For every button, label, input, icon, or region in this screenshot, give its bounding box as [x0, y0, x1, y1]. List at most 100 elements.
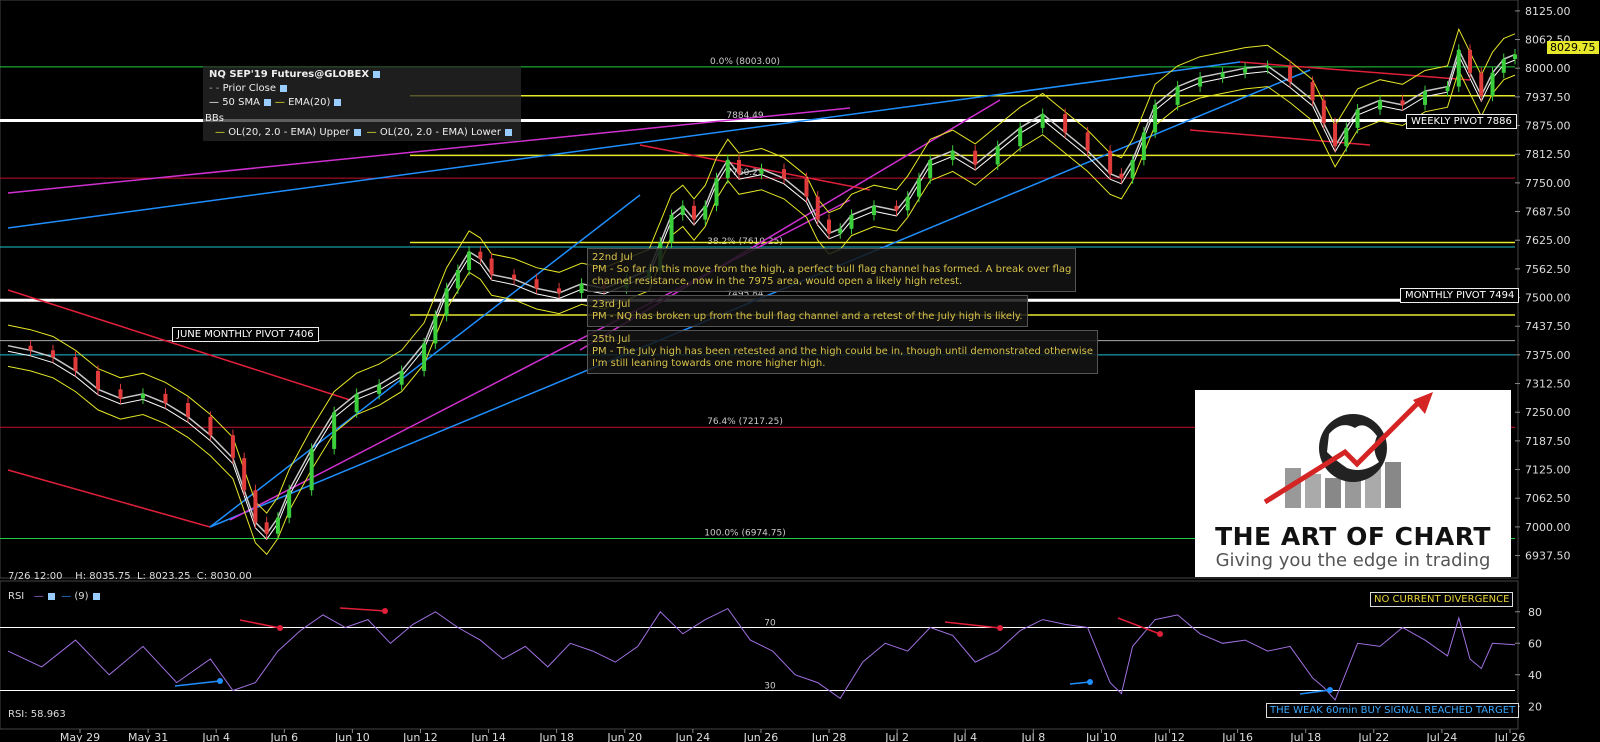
annotation-23-jul: 23rd Jul PM - NQ has broken up from the b…: [587, 295, 1028, 327]
trendline: [7, 61, 1241, 229]
y-tick-label: 7187.50: [1525, 435, 1571, 448]
check-icon[interactable]: [504, 128, 512, 136]
check-icon[interactable]: [279, 84, 287, 92]
candle-body: [894, 205, 899, 211]
candle-body: [73, 357, 78, 371]
candle-body: [928, 159, 933, 179]
candle-body: [826, 219, 831, 234]
candle-body: [50, 350, 55, 358]
candle-body: [1265, 65, 1270, 69]
legend-symbol: NQ SEP'19 Futures@GLOBEX: [209, 69, 381, 80]
x-tick-label: Jul 24: [1426, 731, 1458, 742]
y-tick-label: 7375.00: [1525, 349, 1571, 362]
trendline: [639, 144, 871, 191]
trendline: [7, 289, 351, 401]
candle-body: [1501, 59, 1506, 73]
check-icon[interactable]: [334, 98, 342, 106]
art-of-chart-logo: THE ART OF CHART Giving you the edge in …: [1195, 390, 1511, 577]
candle-body: [95, 370, 100, 390]
candle-body: [1310, 81, 1315, 101]
check-icon[interactable]: [263, 98, 271, 106]
rsi-tick-label: 40: [1528, 669, 1542, 682]
check-icon[interactable]: [353, 128, 361, 136]
candle-body: [399, 370, 404, 385]
candle-body: [950, 150, 955, 160]
divergence-arrow: [1299, 689, 1331, 695]
candle-body: [242, 458, 247, 491]
divergence-arrow: [239, 619, 281, 629]
candle-body: [1445, 86, 1450, 92]
candle-body: [1198, 77, 1203, 87]
rsi-tick-label: 80: [1528, 606, 1542, 619]
candle-body: [905, 196, 910, 211]
check-icon[interactable]: [47, 592, 55, 600]
y-tick-label: 7937.50: [1525, 91, 1571, 104]
last-price-badge: 8029.75: [1547, 41, 1599, 54]
candle-body: [1344, 127, 1349, 147]
arrow-head: [1327, 687, 1333, 693]
price-axis: 8125.008062.508000.007937.507875.007812.…: [1515, 5, 1571, 563]
candle-body: [703, 205, 708, 220]
price-line: [7, 47, 1516, 535]
candle-body: [1141, 132, 1146, 160]
candle-body: [1513, 54, 1517, 60]
candle-body: [512, 274, 517, 280]
y-tick-label: 7250.00: [1525, 406, 1571, 419]
candle-body: [1119, 173, 1124, 179]
candle-body: [1063, 114, 1068, 133]
divergence-arrow: [1069, 681, 1091, 685]
x-tick-label: Jun 24: [675, 731, 711, 742]
divergence-arrow: [944, 621, 1001, 629]
candle-body: [838, 228, 843, 234]
logo-title: THE ART OF CHART: [1215, 522, 1491, 551]
candle-body: [253, 490, 258, 523]
x-tick-label: Jul 12: [1153, 731, 1185, 742]
candle-body: [534, 279, 539, 289]
x-tick-label: Jul 22: [1357, 731, 1389, 742]
ohlc-readout: 7/26 12:00 H: 8035.75 L: 8023.25 C: 8030…: [8, 571, 252, 582]
candle-body: [230, 435, 235, 459]
june-monthly-pivot-tag: JUNE MONTHLY PIVOT 7406: [172, 327, 319, 342]
candle-body: [1456, 49, 1461, 87]
candle-body: [354, 393, 359, 413]
candle-body: [1333, 123, 1338, 147]
arrow-head: [217, 678, 223, 684]
y-tick-label: 7625.00: [1525, 234, 1571, 247]
candle-body: [669, 214, 674, 243]
rsi-tick-label: 60: [1528, 637, 1542, 650]
trendline: [7, 469, 211, 528]
candle-body: [1378, 100, 1383, 110]
weekly-pivot-tag: WEEKLY PIVOT 7886: [1406, 114, 1517, 129]
candle-body: [309, 448, 314, 491]
y-tick-label: 7312.50: [1525, 378, 1571, 391]
x-tick-label: Jun 26: [743, 731, 779, 742]
candle-body: [579, 283, 584, 293]
y-tick-label: 8125.00: [1525, 5, 1571, 18]
logo-subtitle: Giving you the edge in trading: [1215, 550, 1491, 571]
candle-body: [208, 416, 213, 436]
annotation-22-jul: 22nd Jul PM - So far in this move from th…: [587, 248, 1077, 292]
rsi-line: [7, 607, 1516, 701]
x-tick-label: May 29: [60, 731, 100, 742]
fib-level-label: 7495.84: [726, 289, 763, 299]
check-icon[interactable]: [373, 70, 381, 78]
check-icon[interactable]: [92, 592, 100, 600]
legend-ma: — 50 SMA — EMA(20): [209, 97, 342, 108]
indicator-legend[interactable]: NQ SEP'19 Futures@GLOBEX - - Prior Close…: [203, 66, 521, 141]
candle-body: [1243, 68, 1248, 73]
candle-body: [377, 384, 382, 394]
candle-body: [1175, 86, 1180, 105]
candle-body: [332, 412, 337, 449]
candle-body: [1288, 65, 1293, 82]
candle-body: [455, 270, 460, 289]
x-tick-label: Jun 4: [201, 731, 230, 742]
candle-body: [725, 159, 730, 179]
candle-body: [140, 393, 145, 399]
candle-body: [185, 403, 190, 417]
y-tick-label: 7062.50: [1525, 492, 1571, 505]
candle-body: [28, 345, 33, 351]
arrow-head: [1157, 631, 1163, 637]
x-tick-label: Jun 14: [470, 731, 506, 742]
candle-body: [849, 214, 854, 229]
x-tick-label: Jul 10: [1085, 731, 1117, 742]
